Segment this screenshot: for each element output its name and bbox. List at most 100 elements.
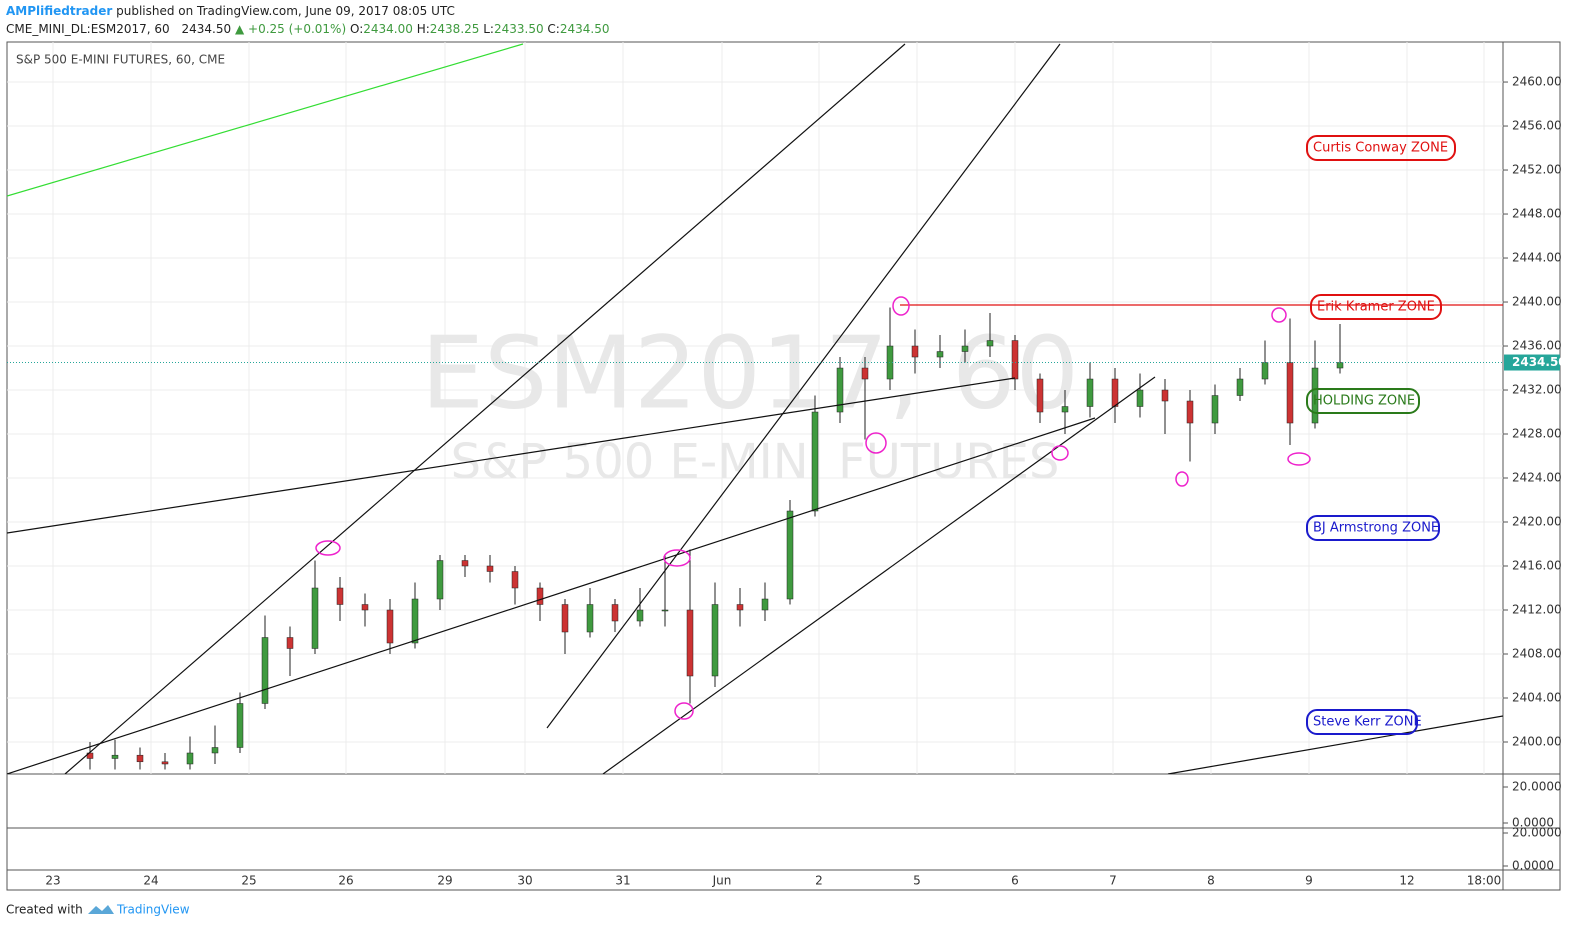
symbol: CME_MINI_DL:ESM2017, 60	[6, 22, 170, 36]
candle-body	[1111, 378, 1119, 407]
author[interactable]: AMPlifiedtrader	[6, 4, 112, 18]
candle-body	[536, 587, 544, 605]
zone-box	[1306, 388, 1420, 414]
candle-body	[736, 604, 744, 611]
x-tick-label: 12	[1399, 874, 1414, 888]
x-tick-label: 18:00	[1467, 874, 1502, 888]
candle-body	[1261, 362, 1269, 380]
candle-body	[511, 571, 519, 589]
zone-box	[1306, 709, 1418, 735]
candle-body	[711, 604, 719, 677]
y-tick-label: 2412.00	[1512, 603, 1562, 617]
x-tick-label: 6	[1011, 874, 1019, 888]
candle-body	[1061, 406, 1069, 413]
candle-body	[1211, 395, 1219, 424]
value: 2438.25	[430, 22, 480, 36]
last-price-label: 2434.50	[1512, 355, 1567, 369]
y-tick-label: 2448.00	[1512, 207, 1562, 221]
x-tick-label: 5	[913, 874, 921, 888]
y-tick-label: 2416.00	[1512, 559, 1562, 573]
y-tick-label: 0.0000	[1512, 859, 1554, 873]
zone-label: Erik Kramer ZONE	[1317, 300, 1435, 315]
x-tick-label: Jun	[712, 874, 732, 888]
trend-line	[602, 376, 1156, 774]
candle-body	[486, 565, 494, 572]
x-tick-label: 31	[615, 874, 630, 888]
candle-body	[636, 609, 644, 622]
candle-body	[761, 598, 769, 611]
zones: Curtis Conway ZONE Erik Kramer ZONE HOLDIN…	[1306, 135, 1456, 735]
zone-label: Curtis Conway ZONE	[1313, 141, 1448, 156]
candle-body	[986, 340, 994, 347]
frame	[6, 41, 1561, 891]
candle-body	[1086, 378, 1094, 407]
y-tick-label: 2432.00	[1512, 383, 1562, 397]
trend-line	[1167, 715, 1503, 774]
candle-body	[211, 747, 219, 754]
logo	[88, 905, 114, 914]
candle-body	[811, 411, 819, 512]
marker	[1051, 445, 1069, 461]
candles	[86, 307, 1344, 770]
candle-body	[686, 609, 694, 677]
y-tick-label: 2452.00	[1512, 163, 1562, 177]
label: L:	[483, 22, 494, 36]
y-tick-label: 2404.00	[1512, 690, 1562, 704]
x-tick-label: 2	[815, 874, 823, 888]
last: 2434.50	[182, 22, 232, 36]
candle-body	[1011, 340, 1019, 380]
y-tick-label: 2424.00	[1512, 471, 1562, 485]
zone-label: HOLDING ZONE	[1313, 394, 1415, 409]
y-tick-label: 2444.00	[1512, 251, 1562, 265]
brand[interactable]: TradingView	[116, 903, 190, 917]
candle-body	[261, 637, 269, 704]
drawings	[7, 43, 1503, 774]
y-tick-label: 2408.00	[1512, 646, 1562, 660]
x-tick-label: 29	[437, 874, 452, 888]
candle-body	[561, 604, 569, 633]
x-tick-label: 23	[45, 874, 60, 888]
zone-box	[1306, 515, 1440, 541]
candle-body	[1286, 362, 1294, 424]
x-tick-label: 9	[1305, 874, 1313, 888]
marker	[1175, 471, 1189, 487]
candle-body	[461, 560, 469, 567]
y-tick-label: 20.0000	[1512, 779, 1562, 793]
candle-body	[136, 754, 144, 763]
candle-body	[286, 637, 294, 649]
y-tick-label: 2456.00	[1512, 119, 1562, 133]
created-with: Created with	[6, 903, 83, 917]
y-tick-label: 2428.00	[1512, 427, 1562, 441]
header-line: AMPlifiedtrader published on TradingView…	[6, 4, 455, 18]
candle-body	[386, 609, 394, 644]
change: ▲ +0.25 (+0.01%)	[235, 22, 346, 36]
x-tick-label: 8	[1207, 874, 1215, 888]
symbol-line: CME_MINI_DL:ESM2017, 60 2434.50 ▲ +0.25 …	[6, 22, 609, 36]
value: 2433.50	[494, 22, 544, 36]
candle-body	[936, 351, 944, 358]
marker	[674, 702, 694, 720]
marker	[1271, 307, 1287, 323]
marker	[865, 432, 887, 454]
x-tick-label: 7	[1109, 874, 1117, 888]
zone-box	[1310, 294, 1442, 320]
value: 2434.50	[560, 22, 610, 36]
zone-box	[1306, 135, 1456, 161]
candle-body	[411, 598, 419, 644]
last-price-badge	[1504, 354, 1560, 371]
trend-line	[7, 43, 524, 197]
label: C:	[547, 22, 559, 36]
y-tick-label: 2400.00	[1512, 734, 1562, 748]
markers	[315, 296, 1311, 720]
candle-body	[786, 510, 794, 600]
candle-body	[1136, 389, 1144, 407]
candle-body	[836, 367, 844, 413]
candle-body	[361, 604, 369, 611]
y-tick-label: 2460.00	[1512, 75, 1562, 89]
candle-body	[311, 587, 319, 649]
marker	[663, 549, 691, 567]
candle-body	[1311, 367, 1319, 424]
y-tick-label: 0.0000	[1512, 815, 1554, 829]
